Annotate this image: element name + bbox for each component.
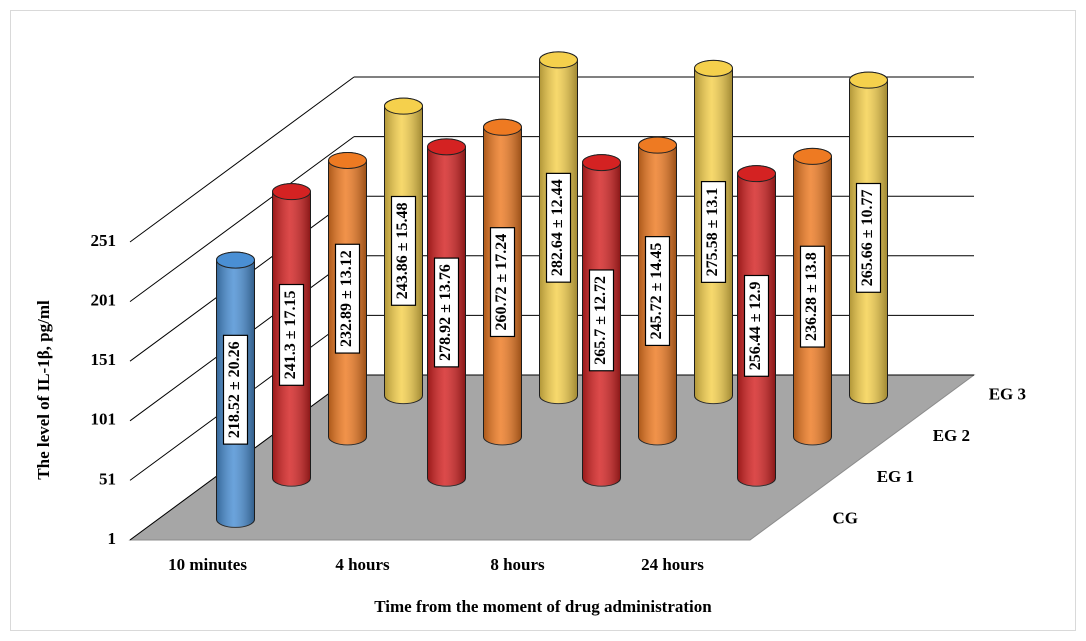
bar-top [582,154,621,172]
value-label: 278.92 ± 13.76 [437,264,454,361]
bar-top [737,165,776,183]
value-label: 218.52 ± 20.26 [226,341,243,438]
value-label-box [222,334,249,445]
value-label: 282.64 ± 12.44 [549,179,566,276]
value-label: 245.72 ± 14.45 [648,243,665,340]
value-label-box [489,227,516,338]
value-label-box [390,195,417,306]
x-axis-title: Time from the moment of drug administrat… [374,597,712,616]
value-label-box [644,236,671,347]
value-label-box [799,245,826,348]
value-label: 256.44 ± 12.9 [747,281,764,370]
grid-line [129,136,355,303]
value-label: 265.7 ± 12.72 [592,276,609,365]
bar-top [272,183,311,201]
bar-top [638,136,677,154]
value-label: 243.86 ± 15.48 [394,202,411,299]
bar-top [328,151,367,169]
value-label: 260.72 ± 17.24 [493,234,510,331]
value-label-box [700,180,727,283]
value-label: 275.58 ± 13.1 [704,188,721,277]
y-tick-label: 101 [91,410,117,429]
bar-top [793,147,832,165]
value-label: 265.66 ± 10.77 [859,189,876,286]
bar-top [539,51,578,69]
y-tick-label: 201 [91,291,117,310]
x-tick-label: 4 hours [335,555,390,574]
value-label-box [855,182,882,293]
bar-top [384,97,423,115]
series-label: EG 2 [933,426,970,445]
value-label-box [743,274,770,377]
series-label: EG 3 [989,385,1026,404]
bar-top [216,251,255,269]
value-label: 236.28 ± 13.8 [803,252,820,341]
y-tick-label: 51 [99,469,116,488]
value-label-box [278,283,305,386]
value-label-box [334,243,361,354]
x-tick-label: 8 hours [490,555,545,574]
grid-line [129,76,355,243]
value-label-box [588,269,615,372]
bar-top [694,59,733,77]
y-tick-label: 151 [91,350,117,369]
y-tick-label: 251 [91,231,117,250]
bar-top [849,71,888,89]
y-tick-label: 1 [108,529,117,548]
x-tick-label: 24 hours [641,555,704,574]
bar-top [427,138,466,156]
value-label-box [433,257,460,368]
x-tick-label: 10 minutes [168,555,247,574]
bar-top [483,118,522,136]
y-axis-title: The level of IL-1β, pg/ml [34,300,53,480]
value-label: 241.3 ± 17.15 [282,291,299,380]
series-label: EG 1 [877,467,914,486]
series-label: CG [833,508,859,527]
value-label: 232.89 ± 13.12 [338,250,355,347]
value-label-box [545,172,572,283]
